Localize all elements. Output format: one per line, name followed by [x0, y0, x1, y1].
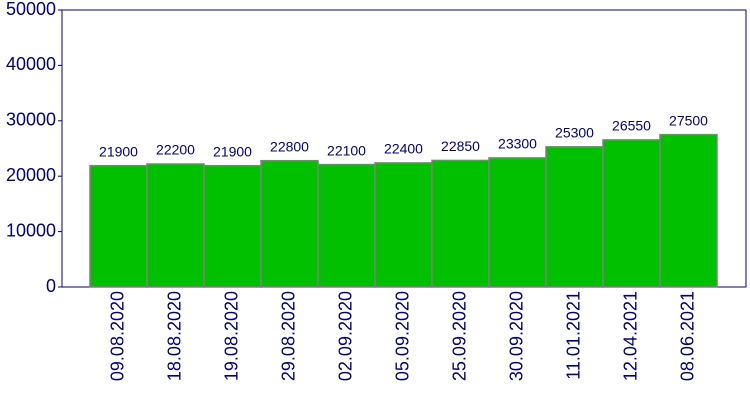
x-tick-label: 05.09.2020: [392, 291, 412, 381]
bar: [545, 146, 604, 288]
value-label: 26550: [612, 118, 651, 134]
x-tick-label: 11.01.2021: [563, 291, 583, 380]
bar: [146, 163, 205, 288]
bar: [431, 159, 490, 288]
value-label: 23300: [498, 136, 537, 152]
x-tick-label: 29.08.2020: [278, 291, 298, 381]
y-tick-label: 10000: [6, 220, 56, 240]
value-label: 21900: [213, 143, 252, 159]
value-label: 27500: [669, 112, 708, 128]
bar: [317, 163, 376, 288]
bar: [602, 139, 661, 288]
x-tick-label: 09.08.2020: [107, 291, 127, 381]
bar: [203, 164, 262, 288]
y-tick-label: 50000: [6, 0, 56, 19]
x-tick-label: 08.06.2021: [677, 291, 697, 381]
y-tick-label: 0: [46, 276, 56, 296]
x-tick-label: 12.04.2021: [620, 291, 640, 381]
bar: [659, 133, 718, 288]
value-label: 21900: [99, 143, 138, 159]
value-label: 25300: [555, 125, 594, 141]
value-label: 22800: [270, 138, 309, 154]
x-tick-label: 18.08.2020: [164, 291, 184, 381]
bar: [260, 159, 319, 288]
y-tick-label: 30000: [6, 110, 56, 130]
value-label: 22850: [441, 138, 480, 154]
bar: [488, 157, 547, 288]
y-tick-label: 40000: [6, 54, 56, 74]
bar: [89, 164, 148, 288]
x-tick-label: 19.08.2020: [221, 291, 241, 381]
value-label: 22100: [327, 142, 366, 158]
y-tick-label: 20000: [6, 165, 56, 185]
x-tick-label: 25.09.2020: [449, 291, 469, 381]
x-tick-label: 30.09.2020: [506, 291, 526, 381]
value-label: 22400: [384, 141, 423, 157]
x-tick-label: 02.09.2020: [335, 291, 355, 381]
bar: [374, 162, 433, 288]
value-label: 22200: [156, 142, 195, 158]
